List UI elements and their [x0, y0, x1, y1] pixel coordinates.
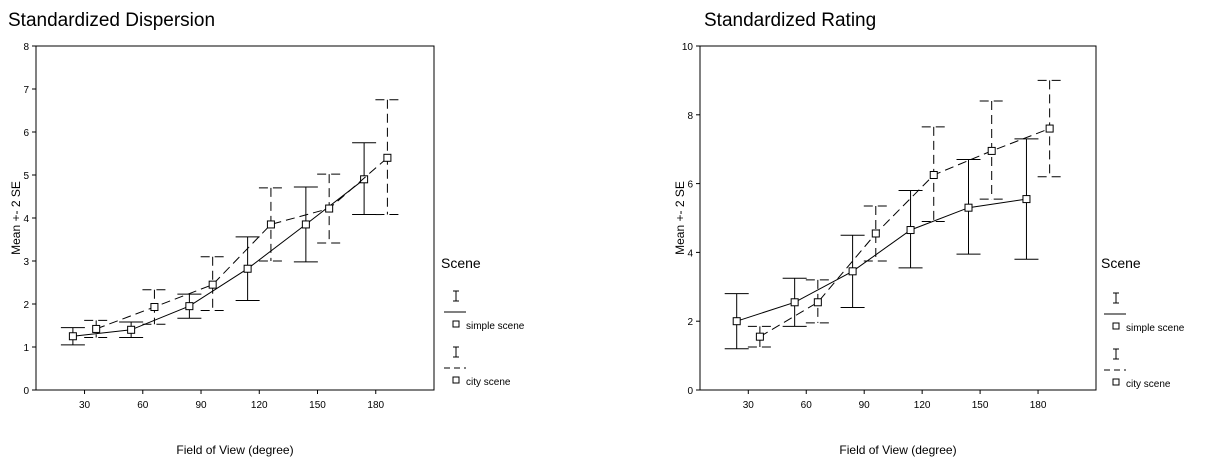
legend-marker-icon	[452, 376, 460, 384]
chart-title: Standardized Rating	[704, 10, 876, 31]
x-tick-label: 120	[914, 400, 931, 411]
chart-title: Standardized Dispersion	[8, 10, 215, 31]
plot-area: 0 2 4 6 8 10 30 60 90 120 150 180	[682, 42, 1062, 411]
legend-label: simple scene	[1126, 323, 1185, 334]
series-line	[72, 178, 365, 337]
data-point-marker	[266, 220, 275, 229]
legend-entry: simple scene	[444, 290, 525, 332]
chart-dispersion: Standardized Dispersion 0 1 2 3 4 5 6 7 8 30 60 90 1…	[8, 10, 525, 457]
series-city-scene	[84, 99, 400, 339]
y-tick-label: 8	[23, 42, 29, 53]
legend: Scene simple scene city scene	[1101, 255, 1185, 390]
data-point-marker	[755, 332, 764, 341]
x-tick-label: 30	[743, 400, 755, 411]
data-point-marker	[243, 264, 252, 273]
data-point-marker	[92, 324, 101, 333]
data-point-marker	[127, 325, 136, 334]
error-bar	[747, 325, 772, 348]
y-tick-label: 10	[682, 42, 694, 53]
series-simple-scene	[724, 138, 1039, 350]
data-point-marker	[383, 153, 392, 162]
data-point-marker	[360, 175, 369, 184]
legend-title: Scene	[441, 255, 481, 271]
data-point-marker	[68, 332, 77, 341]
legend-entry: simple scene	[1104, 292, 1185, 334]
data-point-marker	[208, 280, 217, 289]
legend: Scene simple scene city scene	[441, 255, 525, 388]
data-point-marker	[1045, 124, 1054, 133]
y-axis-label: Mean +- 2 SE	[9, 181, 23, 255]
y-tick-label: 6	[687, 180, 693, 191]
series-simple-scene	[60, 142, 377, 346]
data-point-marker	[929, 171, 938, 179]
x-tick-label: 180	[367, 400, 384, 411]
data-point-marker	[987, 146, 996, 155]
y-tick-label: 0	[687, 386, 693, 397]
y-tick-label: 3	[23, 257, 29, 268]
series-line	[759, 128, 1050, 338]
data-point-marker	[813, 298, 822, 307]
data-point-marker	[301, 220, 310, 229]
error-bar	[200, 256, 225, 311]
data-point-marker	[790, 298, 799, 307]
legend-entries: simple scene city scene	[444, 290, 525, 388]
legend-label: city scene	[1126, 379, 1171, 390]
x-tick-label: 30	[79, 400, 91, 411]
x-tick-label: 180	[1030, 400, 1047, 411]
series-line	[96, 157, 388, 330]
x-tick-label: 90	[195, 400, 207, 411]
x-tick-label: 150	[972, 400, 989, 411]
data-point-marker	[1022, 195, 1031, 204]
y-tick-label: 6	[23, 128, 29, 139]
data-point-marker	[906, 226, 915, 235]
error-bar	[863, 205, 888, 262]
legend-marker-icon	[1112, 322, 1120, 330]
legend-marker-icon	[1112, 378, 1120, 386]
x-tick-label: 60	[801, 400, 813, 411]
data-point-marker	[848, 267, 857, 276]
y-tick-label: 4	[23, 214, 29, 225]
y-tick-label: 5	[23, 171, 29, 182]
y-tick-label: 0	[23, 386, 29, 397]
data-point-marker	[871, 229, 880, 238]
plot-frame	[699, 45, 1097, 391]
legend-label: city scene	[466, 377, 511, 388]
legend-entries: simple scene city scene	[1104, 292, 1185, 390]
x-axis-label: Field of View (degree)	[839, 443, 956, 457]
series-line	[736, 198, 1027, 322]
y-tick-label: 1	[23, 343, 29, 354]
y-axis-label: Mean +- 2 SE	[673, 181, 687, 255]
x-tick-label: 90	[859, 400, 871, 411]
plot-area: 0 1 2 3 4 5 6 7 8 30 60 90 120 150 180	[23, 42, 400, 411]
data-point-marker	[185, 302, 194, 311]
y-tick-label: 2	[23, 300, 29, 311]
legend-title: Scene	[1101, 255, 1141, 271]
data-point-marker	[732, 317, 741, 326]
x-tick-label: 120	[251, 400, 268, 411]
legend-entry: city scene	[1104, 348, 1171, 390]
x-tick-label: 60	[137, 400, 149, 411]
data-point-marker	[325, 204, 334, 213]
y-tick-label: 7	[23, 85, 29, 96]
legend-label: simple scene	[466, 321, 525, 332]
plot-frame	[35, 45, 435, 391]
x-axis-label: Field of View (degree)	[176, 443, 293, 457]
series-city-scene	[747, 79, 1062, 348]
chart-rating: Standardized Rating 0 2 4 6 8 10 30 60 90 120 150 1…	[673, 10, 1185, 457]
data-point-marker	[150, 303, 159, 312]
y-tick-label: 2	[687, 317, 693, 328]
legend-marker-icon	[452, 320, 460, 328]
legend-entry: city scene	[444, 346, 511, 388]
x-tick-label: 150	[309, 400, 326, 411]
data-point-marker	[964, 203, 973, 212]
y-tick-label: 8	[687, 111, 693, 122]
y-tick-label: 4	[687, 248, 693, 259]
